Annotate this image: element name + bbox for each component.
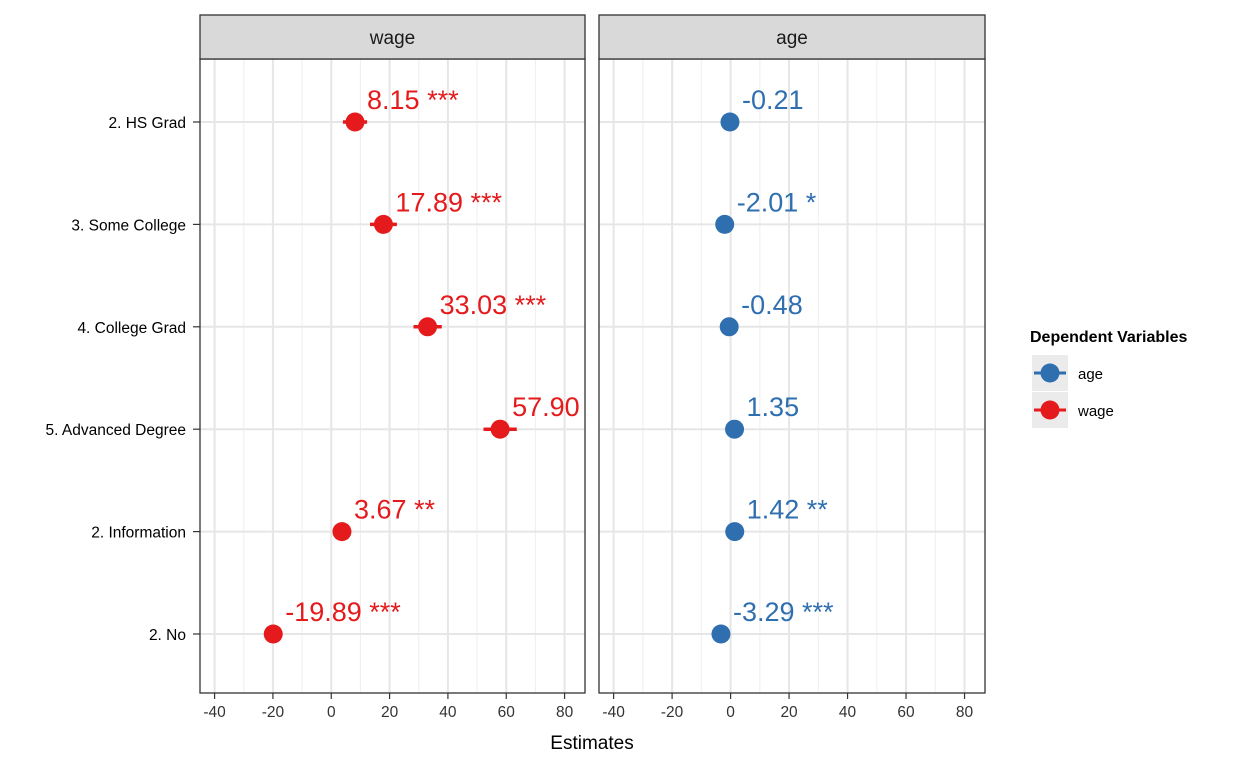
estimate-point [263,624,283,644]
estimate-label: 1.42 ** [747,495,829,525]
x-tick-label: 20 [780,704,798,721]
estimate-point [373,214,393,234]
y-tick-label: 2. Information [91,525,186,542]
x-tick-label: 80 [956,704,974,721]
estimate-label: -3.29 *** [733,597,834,627]
estimate-label: -0.21 [742,85,804,115]
legend-key-point [1040,400,1060,420]
estimate-point [490,419,510,439]
x-tick-label: 20 [381,704,399,721]
estimate-label: -19.89 *** [285,597,401,627]
legend-label-wage: wage [1077,403,1114,420]
estimate-point [418,317,438,337]
estimate-point [711,624,731,644]
estimate-label: 33.03 *** [440,290,547,320]
x-tick-label: -40 [602,704,625,721]
strip-title-wage: wage [369,28,415,49]
panel-marks-wage: 8.15 *** 17.89 *** 33.03 *** 57.90 3.67 ** -1… [263,85,580,644]
estimate-point [720,112,740,132]
estimate-point [332,522,352,542]
estimate-label: 57.90 [512,392,580,422]
x-tick-label: 40 [439,704,457,721]
x-tick-label: 40 [839,704,857,721]
x-tick-label: -20 [262,704,285,721]
facet-strips: wage age [199,14,986,60]
strip-background [199,14,586,60]
strip-background [598,14,986,60]
y-axis: 2. HS Grad 3. Some College 4. College Grad… [46,115,200,644]
x-tick-label: 0 [327,704,336,721]
x-tick-label: 60 [498,704,516,721]
estimate-label: -2.01 * [737,187,817,217]
strip-title-age: age [776,28,808,49]
x-axis-title: Estimates [550,733,633,754]
estimate-label: 1.35 [747,392,800,422]
estimate-point [345,112,365,132]
estimate-point [719,317,739,337]
estimate-point [725,419,745,439]
legend-key-point [1040,363,1060,383]
x-tick-label: 60 [897,704,915,721]
legend-label-age: age [1078,366,1103,383]
estimate-point [715,214,735,234]
y-tick-label: 2. HS Grad [108,115,186,132]
x-tick-label: -40 [203,704,226,721]
x-axis: -40 -20 0 20 40 60 80 -40 -20 0 20 40 60 80 [203,693,974,721]
x-tick-label: 80 [556,704,574,721]
grid-layer [200,59,985,693]
x-tick-label: 0 [726,704,735,721]
x-tick-label: -20 [661,704,684,721]
estimate-label: -0.48 [741,290,803,320]
y-tick-label: 2. No [149,627,186,644]
panel-marks-age: -0.21 -2.01 * -0.48 1.35 1.42 ** -3.29 *** [711,85,834,644]
y-tick-label: 4. College Grad [77,320,186,337]
estimate-point [725,522,745,542]
y-tick-label: 5. Advanced Degree [46,422,186,439]
legend-title: Dependent Variables [1030,329,1187,346]
estimate-label: 17.89 *** [395,187,502,217]
data-marks: 8.15 *** 17.89 *** 33.03 *** 57.90 3.67 ** -1… [263,85,834,644]
estimate-label: 3.67 ** [354,495,436,525]
y-tick-label: 3. Some College [71,217,186,234]
estimate-label: 8.15 *** [367,85,459,115]
legend: Dependent Variables age wage [1030,329,1187,428]
